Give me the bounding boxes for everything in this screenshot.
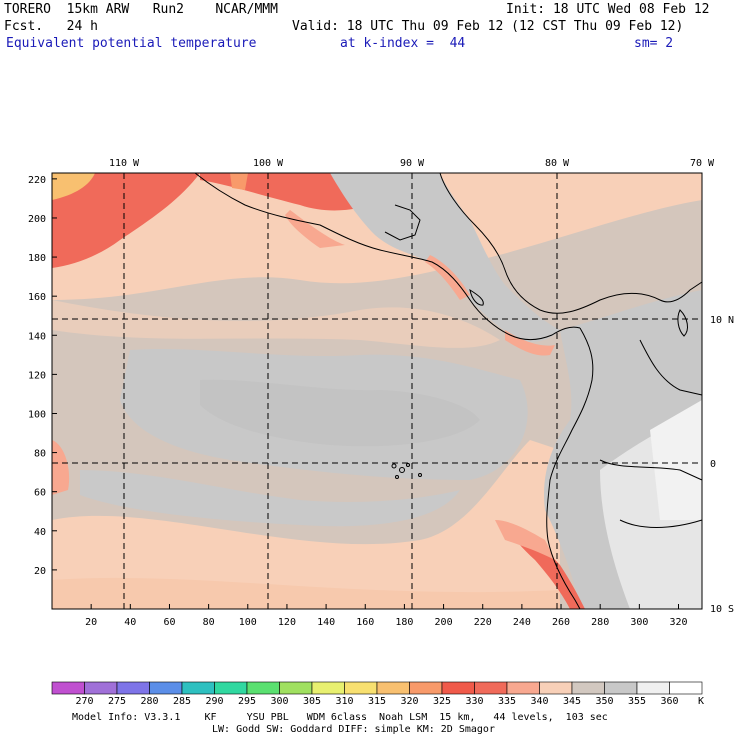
colorbar-swatch [571, 681, 605, 695]
y-axis-ticks: 20 40 60 80 100 120 140 160 180 200 220 [28, 175, 57, 577]
colorbar-level-label: 345 [562, 696, 582, 707]
colorbar-level-label: 320 [400, 696, 419, 707]
forecast-hour: Fcst. 24 h [4, 19, 98, 34]
y-tick-label: 140 [28, 331, 46, 342]
x-axis-ticks: 20 40 60 80 100 120 140 160 180 200 220 240 260 280 30… [85, 604, 688, 628]
colorbar-swatch [669, 681, 703, 695]
lat-lon-grid [52, 173, 702, 609]
colorbar-swatch [149, 681, 183, 695]
x-tick-label: 260 [552, 617, 570, 628]
colorbar-level-label: 355 [627, 696, 647, 707]
colorbar-level-label: 335 [497, 696, 517, 707]
y-tick-label: 60 [34, 488, 46, 499]
y-tick-label: 160 [28, 292, 46, 303]
colorbar-level-label: 315 [367, 696, 387, 707]
x-tick-label: 240 [513, 617, 531, 628]
colorbar-level-label: 300 [270, 696, 289, 707]
colorbar-swatch [181, 681, 215, 695]
colorbar-level-label: 305 [302, 696, 322, 707]
colorbar-swatch [116, 681, 150, 695]
model-info: Model Info: V3.3.1 KF YSU PBL WDM 6class… [72, 712, 608, 723]
x-tick-label: 300 [630, 617, 648, 628]
x-tick-label: 80 [203, 617, 215, 628]
lon-label-100w: 100 W [253, 158, 284, 169]
colorbar-level-label: 325 [432, 696, 452, 707]
y-tick-label: 200 [28, 214, 46, 225]
lon-label-70w: 70 W [690, 158, 715, 169]
x-tick-label: 40 [124, 617, 136, 628]
colorbar-swatch [214, 681, 248, 695]
colorbar-swatch [279, 681, 313, 695]
lat-label-0: 0 [710, 459, 716, 470]
colorbar-swatch [441, 681, 475, 695]
y-tick-label: 40 [34, 527, 46, 538]
colorbar-level-label: 270 [75, 696, 94, 707]
init-time: Init: 18 UTC Wed 08 Feb 12 [506, 2, 710, 17]
x-tick-label: 180 [395, 617, 413, 628]
y-tick-label: 180 [28, 253, 46, 264]
field-name: Equivalent potential temperature [6, 36, 257, 51]
x-tick-label: 320 [669, 617, 687, 628]
colorbar-swatch [246, 681, 280, 695]
colorbar-level-label: 330 [465, 696, 484, 707]
x-tick-label: 20 [85, 617, 97, 628]
x-tick-label: 140 [317, 617, 335, 628]
level-info: at k-index = 44 [340, 36, 466, 51]
model-title: TORERO 15km ARW Run2 NCAR/MMM [4, 2, 278, 17]
x-tick-label: 160 [356, 617, 374, 628]
colorbar-swatch [506, 681, 540, 695]
x-tick-label: 120 [278, 617, 296, 628]
x-tick-label: 220 [474, 617, 492, 628]
map-frame [51, 172, 703, 610]
x-tick-label: 100 [239, 617, 257, 628]
y-tick-label: 80 [34, 449, 46, 460]
colorbar-swatch [539, 681, 573, 695]
lon-label-80w: 80 W [545, 158, 570, 169]
colorbar-swatch [604, 681, 638, 695]
y-tick-label: 220 [28, 175, 46, 186]
colorbar-swatch [474, 681, 508, 695]
colorbar-swatch [636, 681, 670, 695]
physics-info: LW: Godd SW: Goddard DIFF: simple KM: 2D… [212, 724, 495, 735]
colorbar-swatch [409, 681, 443, 695]
colorbar-level-label: 350 [595, 696, 614, 707]
x-tick-label: 60 [163, 617, 175, 628]
lon-label-110w: 110 W [109, 158, 140, 169]
colorbar-level-label: 280 [140, 696, 159, 707]
lat-label-10s: 10 S [710, 604, 734, 615]
smoothing-info: sm= 2 [634, 36, 674, 51]
valid-time: Valid: 18 UTC Thu 09 Feb 12 (12 CST Thu … [292, 19, 684, 34]
theta-e-field [52, 173, 702, 609]
y-tick-label: 20 [34, 566, 46, 577]
colorbar-level-label: 310 [335, 696, 354, 707]
colorbar-swatch [376, 681, 410, 695]
lon-label-90w: 90 W [400, 158, 425, 169]
colorbar-level-label: 285 [172, 696, 192, 707]
colorbar-level-label: 290 [205, 696, 224, 707]
colorbar-swatch [311, 681, 345, 695]
colorbar-swatch [51, 681, 85, 695]
x-tick-label: 200 [435, 617, 453, 628]
colorbar-level-label: 340 [530, 696, 549, 707]
colorbar-swatch [344, 681, 378, 695]
colorbar-level-label: 275 [107, 696, 127, 707]
colorbar-unit: K [697, 696, 705, 707]
y-tick-label: 120 [28, 370, 46, 381]
y-tick-label: 100 [28, 409, 46, 420]
colorbar-level-label: 360 [660, 696, 679, 707]
x-tick-label: 280 [591, 617, 609, 628]
colorbar-swatch [84, 681, 118, 695]
colorbar [51, 681, 703, 695]
lat-label-10n: 10 N [710, 315, 734, 326]
colorbar-level-label: 295 [237, 696, 257, 707]
